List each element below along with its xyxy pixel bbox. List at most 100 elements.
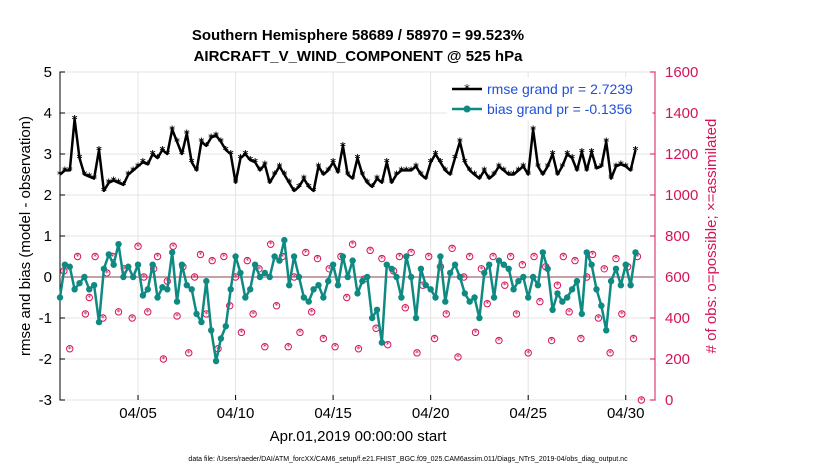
bias-point	[237, 269, 244, 277]
rmse-point: *	[442, 164, 448, 177]
obs-assimilated-point: *	[561, 253, 565, 262]
rmse-point: *	[82, 169, 88, 182]
rmse-point: *	[145, 158, 151, 171]
rmse-point: *	[394, 169, 400, 182]
chart-title: Southern Hemisphere 58689 / 58970 = 99.5…	[192, 27, 524, 44]
rmse-point: *	[433, 148, 439, 161]
rmse-point: *	[316, 160, 322, 173]
obs-assimilated-point: *	[602, 265, 606, 274]
bias-point	[281, 236, 288, 244]
obs-possible-point	[66, 345, 74, 353]
rmse-point: *	[408, 164, 414, 177]
y2-tick-label: 200	[665, 351, 690, 368]
bias-point	[617, 282, 625, 289]
rmse-point: *	[194, 164, 200, 177]
obs-assimilated-point: *	[626, 263, 630, 272]
y-tick-label: 5	[44, 64, 52, 81]
bias-point	[627, 282, 634, 289]
bias-point	[359, 277, 366, 285]
bias-point	[81, 273, 88, 281]
obs-assimilated-point: *	[298, 328, 302, 337]
obs-assimilated-point: *	[292, 273, 296, 282]
obs-assimilated-point: *	[142, 273, 146, 282]
bias-point	[271, 253, 278, 260]
bias-point	[56, 294, 64, 301]
obs-assimilated-point: *	[444, 310, 448, 319]
obs-possible-point	[489, 252, 497, 261]
bias-point	[227, 286, 234, 293]
obs-assimilated-point: *	[239, 328, 243, 337]
obs-possible-point	[524, 349, 532, 357]
series-layer: * * **** * **** * * ** * * * ** ** ******** ** * ** *** * *…	[56, 113, 639, 365]
obs-possible-point	[384, 340, 392, 349]
bias-point	[422, 282, 429, 289]
obs-assimilated-point: *	[386, 341, 390, 350]
obs-assimilated-point: *	[433, 335, 437, 344]
y2-tick-label: 1600	[665, 64, 698, 81]
obs-assimilated-point: *	[415, 349, 419, 358]
rmse-point: *	[369, 181, 375, 194]
obs-assimilated-point: *	[550, 337, 554, 346]
rmse-point: *	[540, 169, 546, 182]
bias-point	[300, 294, 308, 301]
obs-possible-point	[296, 328, 304, 337]
bias-point	[364, 273, 371, 281]
obs-possible-point	[577, 334, 585, 343]
bias-point	[437, 253, 444, 260]
rmse-point: *	[608, 173, 614, 186]
rmse-point: *	[506, 169, 512, 182]
bias-point	[588, 261, 595, 268]
y-tick-label: 4	[44, 105, 52, 122]
obs-assimilated-point: *	[474, 328, 478, 337]
obs-possible-point	[185, 349, 193, 357]
bias-point	[76, 279, 83, 287]
rmse-point: *	[569, 152, 575, 165]
rmse-point: *	[491, 169, 497, 182]
obs-possible-point	[512, 310, 521, 318]
bias-point	[393, 273, 400, 281]
bias-point	[115, 241, 122, 248]
rmse-point: *	[559, 160, 565, 173]
obs-assimilated-point: *	[333, 343, 337, 352]
rmse-point: *	[267, 177, 273, 190]
bias-point	[632, 249, 639, 256]
rmse-point: *	[335, 166, 341, 179]
obs-assimilated-point: *	[479, 265, 483, 274]
obs-assimilated-point: *	[122, 265, 126, 274]
rmse-point: *	[438, 156, 444, 169]
rmse-point: *	[330, 156, 336, 169]
rmse-point: *	[447, 169, 453, 182]
right-y-axis-label: # of obs: o=possible; ×=assimilated	[703, 119, 720, 354]
obs-assimilated-point: *	[269, 240, 273, 249]
bias-point	[583, 249, 590, 256]
obs-assimilated-point: *	[526, 349, 530, 358]
obs-assimilated-point: *	[245, 257, 249, 266]
bias-point	[388, 265, 395, 272]
bias-point	[61, 261, 69, 268]
obs-possible-point	[536, 297, 544, 306]
bias-point	[164, 286, 171, 293]
x-tick-label: 04/05	[119, 405, 157, 422]
rmse-point: *	[96, 144, 102, 157]
rmse-point: *	[613, 160, 619, 173]
grid-lines	[60, 71, 655, 401]
rmse-point: *	[355, 152, 361, 165]
rmse-point: *	[125, 169, 131, 182]
obs-possible-point	[547, 336, 556, 345]
rmse-point: *	[164, 148, 170, 161]
obs-possible-point	[506, 252, 515, 261]
obs-possible-point	[559, 252, 568, 261]
rmse-point: *	[140, 156, 146, 169]
obs-possible-point	[144, 308, 152, 316]
obs-possible-point	[266, 240, 275, 248]
bias-point	[310, 286, 317, 293]
obs-assimilated-point: *	[491, 253, 495, 262]
obs-assimilated-point: *	[520, 261, 524, 270]
legend: * rmse grand pr = 2.7239 bias grand pr =…	[446, 77, 653, 121]
rmse-point: *	[496, 160, 502, 173]
rmse-point: *	[67, 164, 73, 177]
rmse-point: *	[155, 152, 161, 165]
obs-possible-point	[249, 310, 257, 318]
rmse-line	[59, 117, 637, 193]
rmse-point: *	[633, 144, 639, 157]
